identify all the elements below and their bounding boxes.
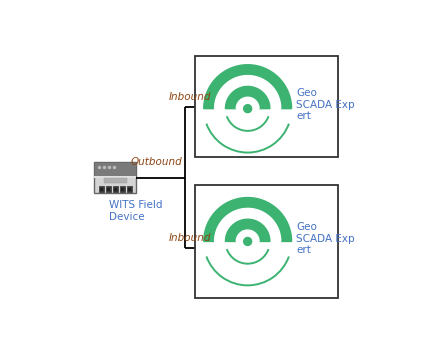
Bar — [94, 176, 136, 178]
Polygon shape — [226, 87, 270, 109]
Bar — [113, 186, 118, 193]
Bar — [99, 186, 104, 193]
Text: Geo
SCADA Exp
ert: Geo SCADA Exp ert — [297, 222, 355, 255]
Polygon shape — [236, 97, 259, 109]
Bar — [128, 188, 131, 191]
Text: Geo
SCADA Exp
ert: Geo SCADA Exp ert — [297, 88, 355, 121]
Text: Inbound: Inbound — [169, 93, 211, 102]
Bar — [106, 186, 111, 193]
Polygon shape — [204, 197, 291, 241]
Bar — [94, 162, 136, 193]
Bar — [195, 56, 339, 157]
Polygon shape — [204, 65, 291, 109]
Polygon shape — [236, 230, 259, 241]
Text: WITS Field
Device: WITS Field Device — [110, 200, 163, 222]
Circle shape — [244, 238, 252, 245]
Bar — [107, 188, 110, 191]
Bar — [195, 184, 339, 298]
Bar — [114, 188, 117, 191]
Bar — [94, 162, 136, 176]
Text: Inbound: Inbound — [169, 233, 211, 243]
Bar — [100, 188, 103, 191]
Bar — [121, 188, 124, 191]
Polygon shape — [215, 208, 281, 241]
Bar — [127, 186, 132, 193]
Text: Outbound: Outbound — [131, 157, 183, 167]
Circle shape — [244, 105, 252, 113]
Bar — [120, 186, 125, 193]
Bar — [104, 178, 127, 183]
Polygon shape — [226, 219, 270, 241]
Polygon shape — [215, 76, 281, 109]
